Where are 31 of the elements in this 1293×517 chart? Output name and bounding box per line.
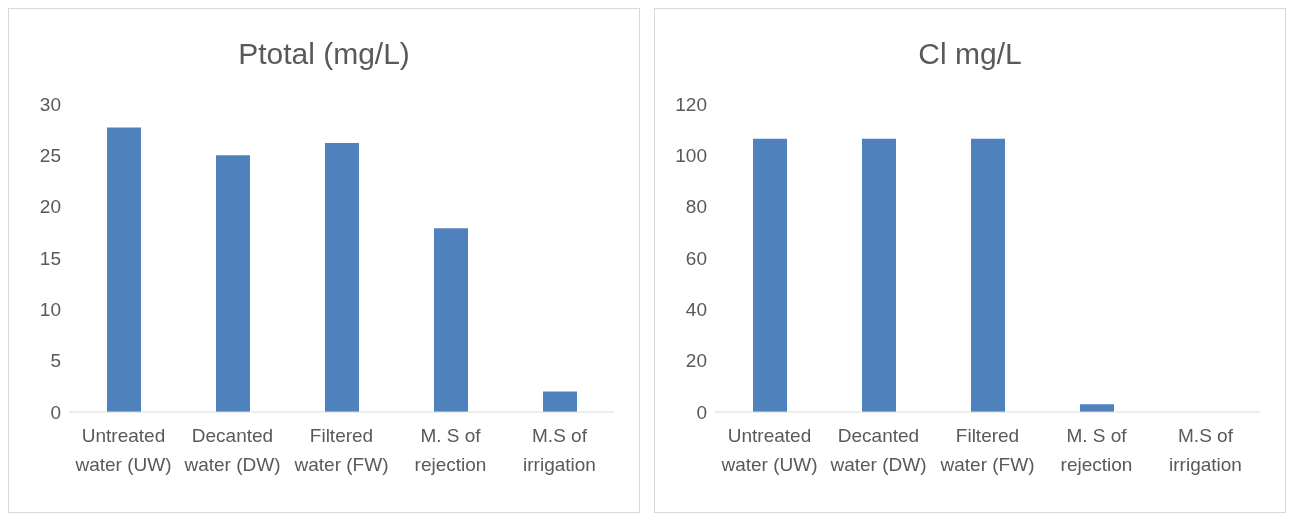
y-tick-label: 60 xyxy=(685,247,707,269)
x-tick-label: Untreated water (UW) xyxy=(720,425,818,475)
chart-title: Ptotal (mg/L) xyxy=(237,37,411,72)
bar xyxy=(434,228,468,412)
y-tick-label: 40 xyxy=(685,299,707,321)
x-tick-label: Decanted water (DW) xyxy=(829,425,927,475)
y-tick-label: 80 xyxy=(685,196,707,218)
bar xyxy=(325,143,359,412)
y-tick-label: 0 xyxy=(696,401,707,423)
y-tick-label: 15 xyxy=(39,247,61,269)
y-tick-label: 20 xyxy=(39,196,61,218)
x-tick-label: Filtered water (FW) xyxy=(293,425,389,475)
chart-title: Cl mg/L xyxy=(917,37,1023,72)
y-tick-label: 100 xyxy=(675,145,707,167)
bar xyxy=(107,127,141,412)
y-tick-label: 120 xyxy=(675,93,707,115)
y-tick-label: 10 xyxy=(39,299,61,321)
x-tick-label: Untreated water (UW) xyxy=(74,425,172,475)
x-tick-label: Decanted water (DW) xyxy=(183,425,281,475)
x-tick-label: M.S of irrigation xyxy=(523,425,596,475)
y-tick-label: 20 xyxy=(685,350,707,372)
x-tick-label: Filtered water (FW) xyxy=(939,425,1035,475)
x-tick-label: M.S of irrigation xyxy=(1169,425,1242,475)
y-tick-label: 30 xyxy=(39,93,61,115)
x-tick-label: M. S of rejection xyxy=(414,425,487,475)
y-tick-label: 5 xyxy=(50,350,61,372)
y-tick-label: 25 xyxy=(39,145,61,167)
y-tick-label: 0 xyxy=(50,401,61,423)
bar xyxy=(543,391,577,412)
x-tick-label: M. S of rejection xyxy=(1060,425,1133,475)
bar xyxy=(216,155,250,412)
